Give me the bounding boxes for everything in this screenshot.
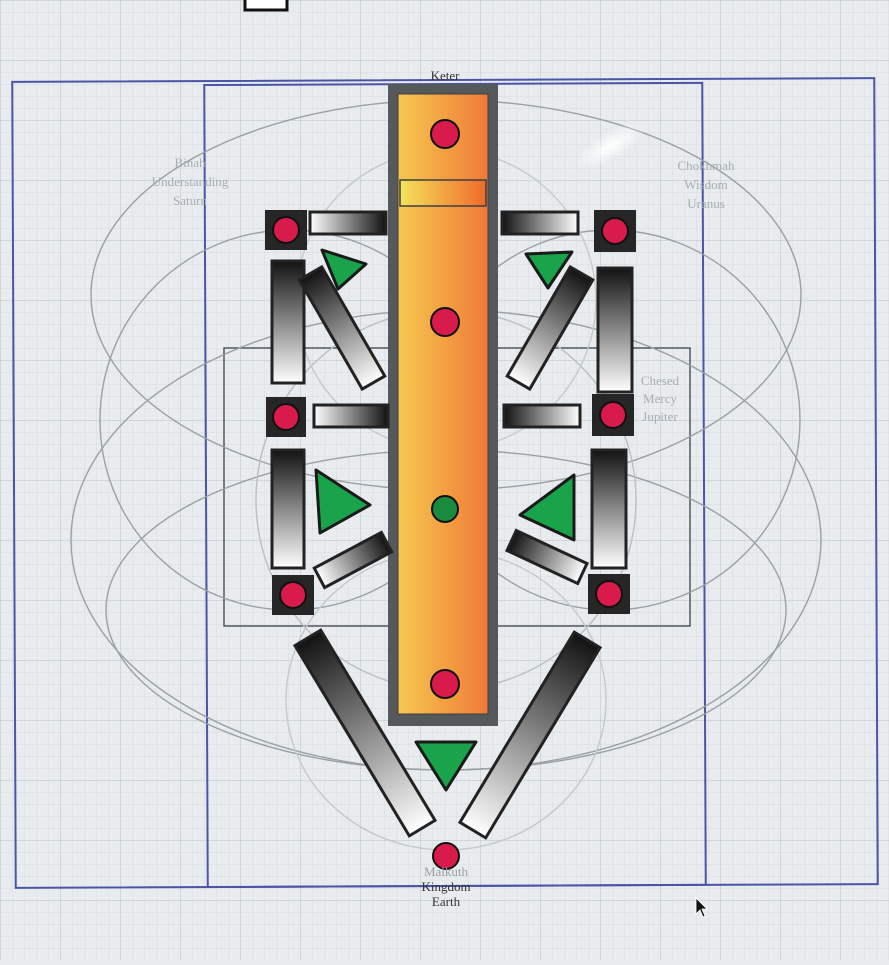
keter-label: Keter bbox=[431, 68, 461, 83]
chokmah-label-3: Uranus bbox=[687, 196, 725, 211]
path-bar bbox=[500, 210, 580, 236]
triangle-marker bbox=[320, 248, 368, 291]
triangle-marker bbox=[314, 468, 372, 535]
faint-sephirah-labels: Binah Understanding Saturn Chokhmah Wisd… bbox=[152, 155, 735, 424]
tiphareth-node bbox=[431, 495, 459, 523]
path-bar bbox=[505, 264, 595, 392]
binah-label-3: Saturn bbox=[173, 193, 207, 208]
chesed-label-1: Chesed bbox=[641, 373, 680, 388]
chesed-label-3: Jupiter bbox=[642, 409, 678, 424]
path-bars[interactable] bbox=[270, 210, 634, 840]
triangle-markers[interactable] bbox=[314, 248, 576, 792]
path-bar bbox=[270, 448, 306, 570]
malkuth-label-1: Malkuth bbox=[424, 864, 469, 879]
chokmah-label-2: Wisdom bbox=[684, 177, 728, 192]
inner-guide-frame bbox=[203, 81, 707, 889]
mouse-cursor-icon bbox=[695, 897, 708, 918]
path-bar bbox=[502, 403, 582, 429]
screen-glare bbox=[574, 122, 646, 170]
triangle-marker bbox=[414, 740, 478, 792]
path-bar bbox=[312, 403, 390, 429]
triangle-marker bbox=[518, 473, 576, 542]
selection-handle[interactable] bbox=[243, 0, 289, 12]
binah-label-2: Understanding bbox=[152, 174, 229, 189]
central-sephirot[interactable] bbox=[430, 119, 460, 870]
path-bar bbox=[308, 210, 388, 236]
chokmah-label-1: Chokhmah bbox=[677, 158, 735, 173]
chesed-label-2: Mercy bbox=[643, 391, 677, 406]
path-bar bbox=[297, 264, 387, 392]
triangle-marker bbox=[524, 250, 574, 290]
daat-node bbox=[430, 307, 460, 337]
path-bar bbox=[590, 448, 628, 570]
side-sephirot[interactable] bbox=[265, 210, 636, 615]
yesod-node bbox=[430, 669, 460, 699]
malkuth-label-2: Kingdom bbox=[421, 879, 470, 894]
sephirah-labels: Keter Malkuth Kingdom Earth bbox=[421, 68, 470, 909]
path-bar bbox=[312, 530, 394, 590]
path-bar bbox=[505, 528, 589, 586]
malkuth-node bbox=[432, 842, 460, 870]
path-bar bbox=[457, 630, 603, 840]
path-bar bbox=[596, 266, 634, 394]
malkuth-label-3: Earth bbox=[432, 894, 461, 909]
path-bar bbox=[292, 628, 438, 838]
pillar-cap bbox=[399, 179, 487, 207]
keter-node bbox=[430, 119, 460, 149]
binah-label-1: Binah bbox=[174, 155, 206, 170]
central-pillar[interactable] bbox=[388, 84, 498, 726]
